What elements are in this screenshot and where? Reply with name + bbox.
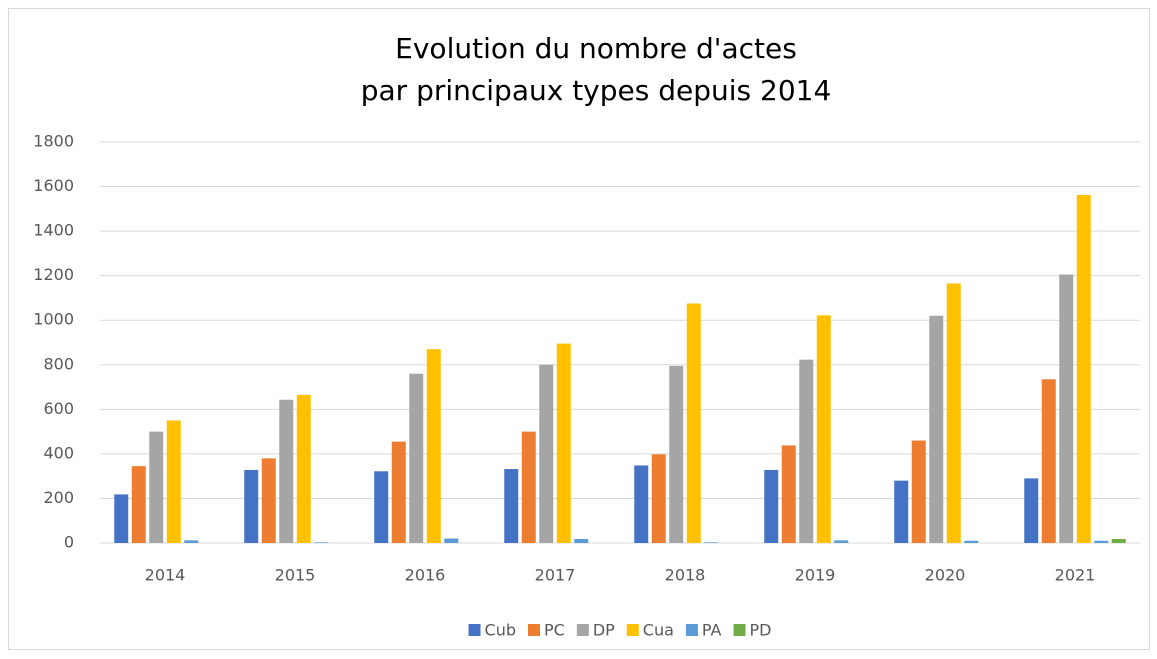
bar: [184, 540, 199, 543]
bar: [799, 359, 814, 543]
bar: [391, 441, 406, 543]
bar: [634, 465, 649, 543]
bar: [686, 303, 701, 543]
bar: [244, 469, 259, 543]
bar: [964, 540, 979, 543]
bar: [314, 542, 329, 543]
x-tick-label: 2015: [275, 566, 316, 585]
legend-label: Cub: [485, 621, 516, 640]
bar: [946, 283, 961, 543]
legend-swatch: [528, 624, 540, 636]
bar: [521, 431, 536, 543]
y-tick-label: 800: [43, 354, 74, 373]
legend-label: DP: [593, 621, 615, 640]
legend-swatch: [468, 624, 481, 636]
bar: [929, 315, 944, 543]
legend-swatch: [576, 624, 589, 636]
bar: [669, 365, 684, 543]
bar: [834, 540, 849, 543]
y-tick-label: 600: [43, 399, 74, 418]
y-tick-label: 1600: [33, 176, 74, 195]
x-tick-label: 2020: [925, 566, 966, 585]
bar: [279, 399, 294, 543]
x-tick-label: 2018: [665, 566, 706, 585]
bar: [781, 445, 796, 543]
bar: [1041, 379, 1056, 543]
bar: [894, 480, 909, 543]
bar: [911, 440, 926, 543]
x-tick-label: 2021: [1055, 566, 1096, 585]
chart-title: par principaux types depuis 2014: [361, 74, 832, 107]
bar: [444, 538, 459, 543]
legend-swatch: [733, 624, 746, 636]
y-tick-label: 1000: [33, 310, 74, 329]
y-tick-label: 200: [43, 488, 74, 507]
legend-swatch: [685, 624, 698, 636]
bar: [1094, 540, 1109, 543]
legend-label: PA: [702, 621, 722, 640]
x-tick-label: 2014: [145, 566, 186, 585]
x-tick-label: 2017: [535, 566, 576, 585]
y-tick-label: 1400: [33, 221, 74, 240]
bar: [1111, 538, 1126, 543]
bar: [556, 343, 571, 543]
bar: [114, 494, 129, 543]
bar: [149, 431, 164, 543]
bar: [539, 364, 554, 543]
legend-label: PD: [750, 621, 772, 640]
bar: [651, 454, 666, 543]
bar: [704, 542, 719, 543]
y-tick-label: 0: [64, 533, 74, 552]
bar: [1059, 274, 1074, 543]
x-tick-label: 2016: [405, 566, 446, 585]
bar: [261, 458, 276, 543]
bar: [816, 315, 831, 543]
bar: [1024, 478, 1039, 543]
bar: [166, 420, 181, 543]
bar: [1076, 195, 1091, 543]
bar: [374, 471, 389, 543]
legend-swatch: [626, 624, 639, 636]
bar: [764, 469, 779, 543]
chart-title: Evolution du nombre d'actes: [395, 32, 797, 65]
bar: [296, 394, 311, 543]
y-tick-label: 1800: [33, 132, 74, 151]
y-tick-label: 400: [43, 443, 74, 462]
bar: [426, 349, 441, 543]
bar: [574, 538, 589, 543]
legend-label: Cua: [643, 621, 674, 640]
y-tick-label: 1200: [33, 265, 74, 284]
bar: [504, 469, 519, 543]
bar: [131, 466, 146, 543]
bar: [409, 373, 424, 543]
x-tick-label: 2019: [795, 566, 836, 585]
legend-label: PC: [544, 621, 565, 640]
